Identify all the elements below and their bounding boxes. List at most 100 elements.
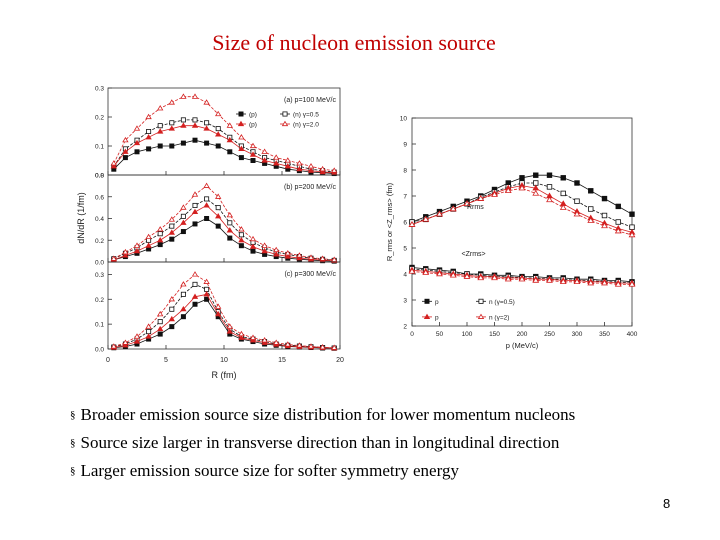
data-point: [238, 243, 244, 249]
data-point: [157, 319, 163, 325]
data-point: [157, 236, 164, 243]
y-tick-label: 0.6: [95, 194, 104, 201]
legend-label: (p): [249, 112, 257, 119]
data-point: [157, 325, 164, 332]
data-point: [273, 246, 280, 253]
data-point: [169, 143, 175, 149]
data-point: [601, 279, 608, 286]
data-point: [491, 274, 498, 281]
series-n-2-0: [110, 93, 338, 173]
series-p-2-0: [110, 202, 338, 263]
data-point: [122, 155, 128, 161]
series-line: [113, 125, 335, 174]
x-tick-label: 0: [106, 357, 110, 364]
data-point: [157, 226, 164, 232]
data-point: [191, 271, 199, 277]
data-point: [226, 211, 233, 218]
data-point: [477, 313, 485, 319]
data-point: [145, 134, 152, 140]
data-point: [601, 195, 608, 202]
data-point: [436, 210, 443, 217]
data-point: [110, 163, 117, 169]
series-line: [411, 185, 633, 233]
data-point: [424, 298, 430, 304]
data-point: [282, 111, 288, 117]
data-point: [273, 154, 280, 160]
data-point: [169, 236, 175, 242]
data-point: [203, 278, 210, 284]
data-point: [587, 217, 595, 223]
data-point: [614, 227, 622, 234]
data-point: [238, 226, 245, 232]
data-point: [168, 216, 175, 222]
y-tick-label: 4: [403, 272, 407, 279]
data-point: [273, 251, 280, 257]
data-point: [238, 145, 245, 151]
legend-label: p: [435, 314, 439, 321]
chart-panel: 0.00.10.20.3(a) p=100 MeV/c(p) (n) γ=0.5(…: [95, 86, 341, 180]
data-point: [192, 137, 198, 143]
data-point: [180, 305, 187, 312]
data-point: [250, 158, 256, 164]
series-line: [113, 185, 335, 261]
data-point: [559, 204, 567, 210]
data-point: [215, 193, 222, 199]
data-point: [157, 143, 163, 149]
data-point: [477, 195, 485, 201]
data-point: [261, 337, 268, 343]
data-point: [238, 334, 245, 340]
data-point: [588, 188, 594, 194]
data-point: [238, 111, 244, 117]
data-point: [215, 126, 221, 132]
data-point: [110, 160, 117, 166]
data-point: [504, 275, 512, 282]
x-tick-label: 5: [164, 357, 168, 364]
data-point: [284, 250, 291, 256]
data-point: [449, 205, 457, 212]
data-point: [560, 190, 566, 197]
series-line: [113, 273, 335, 349]
data-point: [587, 279, 595, 286]
legend-label: n (γ=0.5): [489, 299, 515, 306]
panel-label: (c) p=300 MeV/c: [284, 271, 336, 278]
y-tick-label: 8: [403, 168, 407, 175]
legend-label: (n) γ=2.0: [293, 122, 319, 129]
data-point: [238, 134, 245, 140]
data-point: [226, 227, 233, 233]
data-point: [203, 182, 210, 188]
bullet-item: § Broader emission source size distributi…: [70, 402, 710, 430]
data-point: [307, 343, 315, 349]
data-point: [546, 172, 553, 178]
data-point: [227, 235, 233, 241]
legend: p n (γ=0.5) p n (γ=2): [422, 298, 515, 321]
data-point: [573, 210, 581, 217]
data-point: [281, 120, 289, 127]
x-tick-label: 200: [517, 331, 528, 338]
data-point: [249, 243, 257, 249]
data-point: [204, 296, 210, 302]
data-point: [226, 328, 233, 334]
series-p-2-0: [110, 122, 338, 175]
data-point: [146, 329, 152, 335]
data-point: [296, 254, 303, 261]
data-point: [192, 117, 198, 123]
data-point: [227, 220, 233, 226]
data-point: [519, 175, 525, 181]
data-point: [615, 203, 621, 210]
data-point: [319, 168, 326, 175]
data-point: [157, 331, 163, 337]
data-point: [215, 205, 221, 211]
data-point: [478, 298, 484, 304]
data-point: [249, 235, 257, 242]
data-point: [203, 125, 210, 131]
data-point: [133, 338, 141, 344]
data-point: [168, 125, 175, 131]
data-point: [226, 323, 233, 329]
data-point: [307, 167, 315, 173]
data-point: [168, 99, 175, 105]
data-point: [191, 122, 199, 128]
data-point: [261, 247, 268, 254]
data-point: [423, 313, 431, 319]
y-tick-label: 0.0: [95, 347, 104, 354]
data-point: [180, 314, 186, 320]
